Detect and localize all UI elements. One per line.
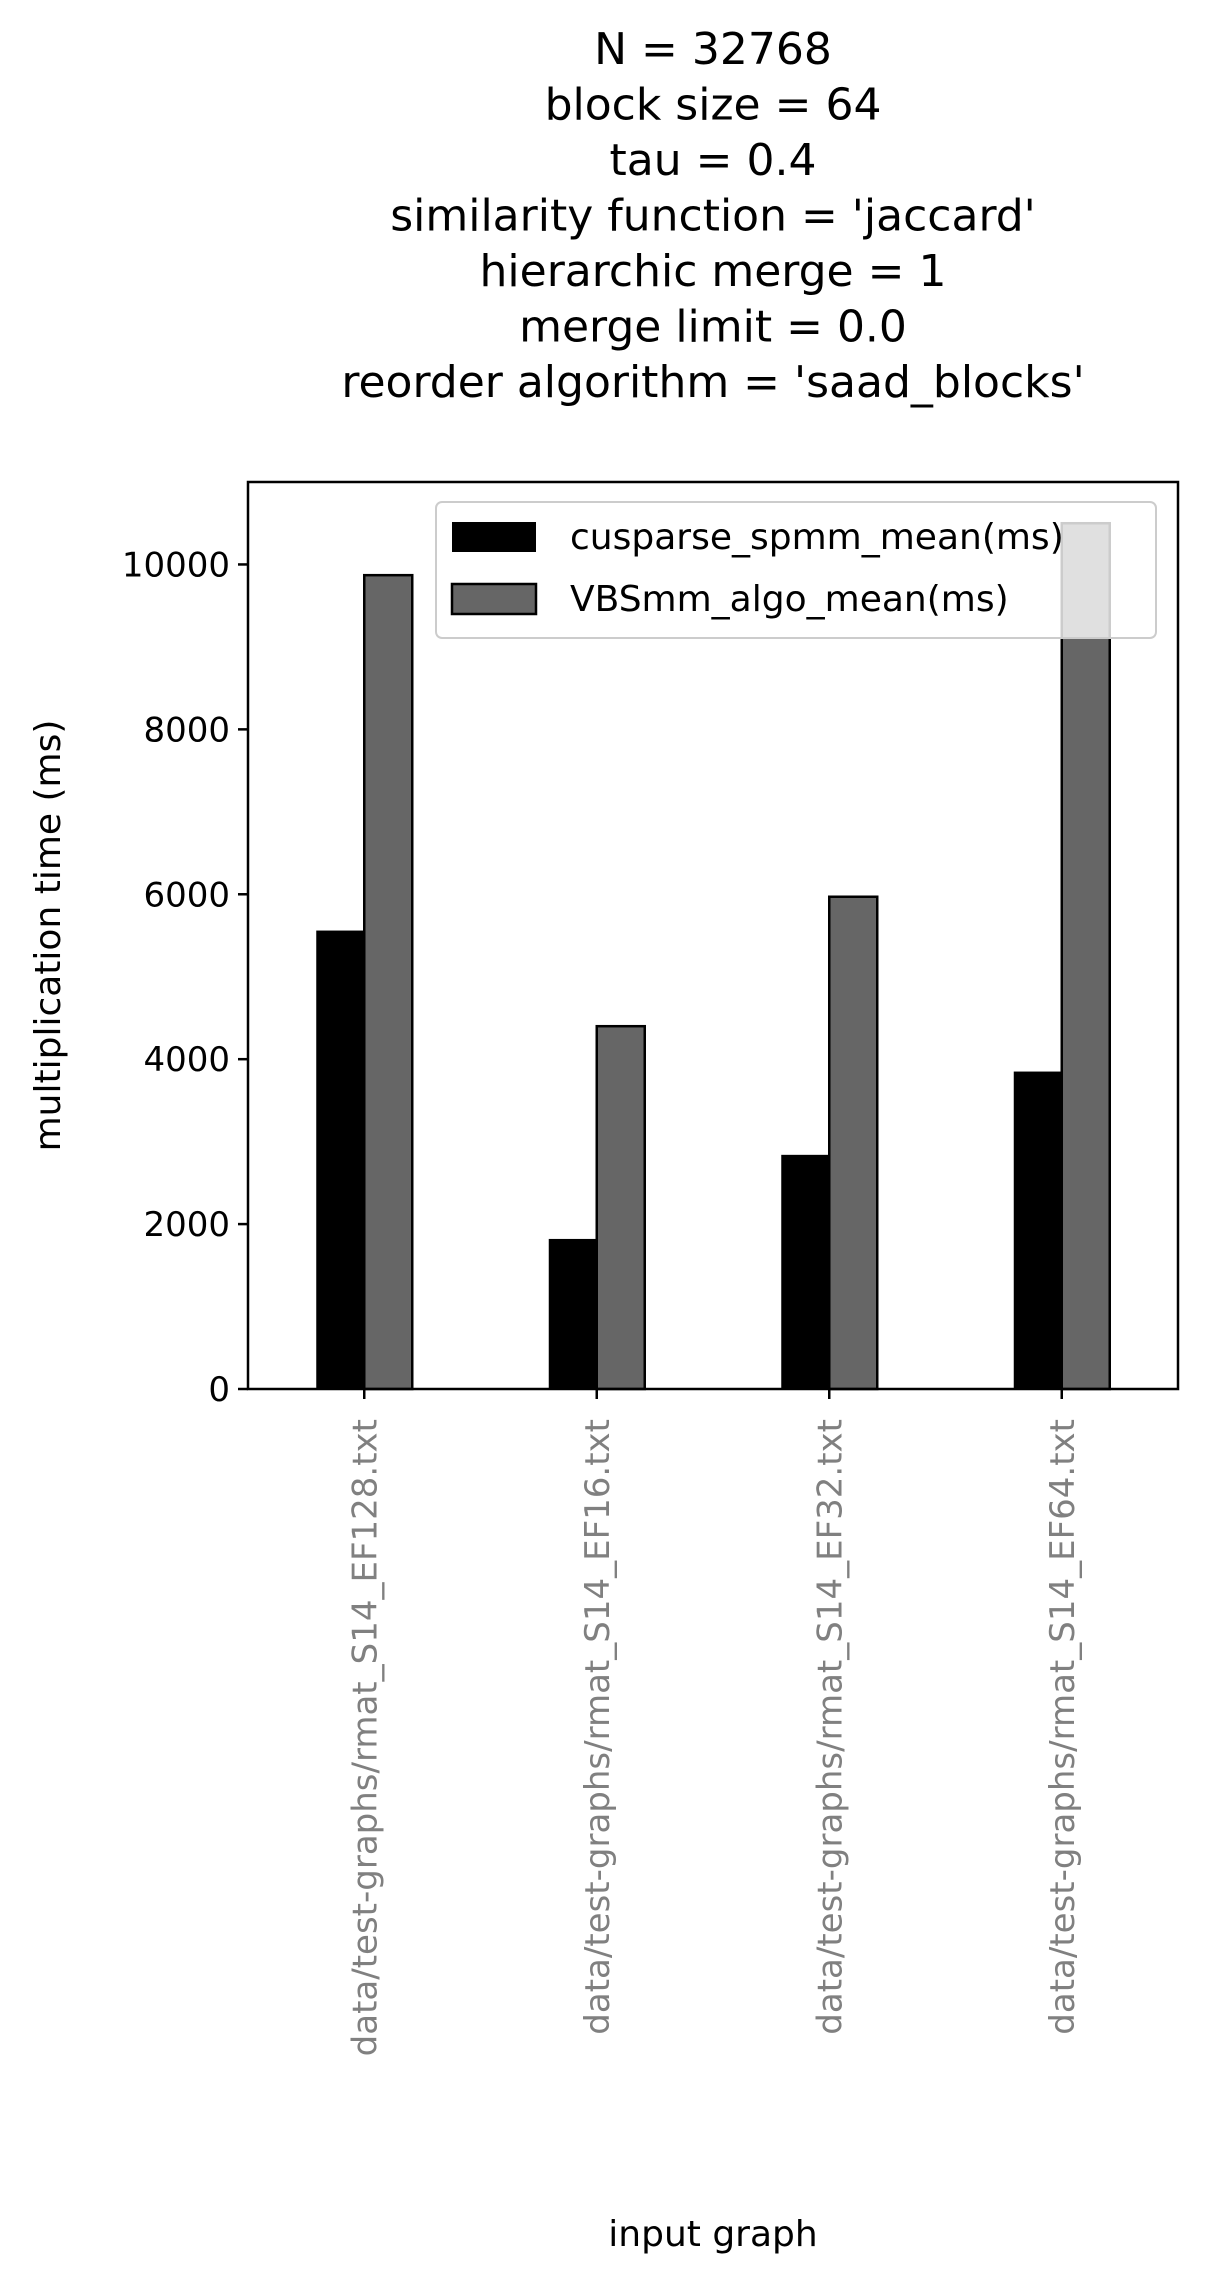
- x-category-label: data/test-graphs/rmat_S14_EF64.txt: [1043, 1419, 1083, 2035]
- y-axis-label: multiplication time (ms): [28, 720, 69, 1152]
- bar-cusparse-0: [316, 930, 365, 1389]
- legend-swatch: [450, 582, 538, 616]
- x-category-label: data/test-graphs/rmat_S14_EF16.txt: [578, 1419, 618, 2035]
- plot-area-frame: [246, 480, 1180, 1391]
- title-line: hierarchic merge = 1: [480, 246, 947, 297]
- bar-vbsmm-3: [1060, 521, 1111, 1391]
- y-tick-label: 2000: [143, 1205, 230, 1245]
- y-tick-label: 0: [208, 1370, 230, 1410]
- title-line: similarity function = 'jaccard': [390, 191, 1036, 242]
- x-category-label: data/test-graphs/rmat_S14_EF128.txt: [345, 1419, 385, 2056]
- title-line: merge limit = 0.0: [519, 302, 907, 353]
- y-tick-label: 8000: [143, 710, 230, 750]
- bar-cusparse-1: [548, 1238, 597, 1389]
- y-tick-label: 10000: [122, 545, 230, 585]
- bar-cusparse-3: [1013, 1071, 1062, 1389]
- legend-label: VBSmm_algo_mean(ms): [570, 579, 1009, 620]
- bar-vbsmm-2: [828, 895, 879, 1391]
- y-tick-label: 6000: [143, 875, 230, 915]
- bars: [316, 521, 1111, 1391]
- bar-cusparse-2: [781, 1154, 830, 1389]
- title-line: tau = 0.4: [610, 135, 817, 186]
- legend-swatch: [452, 522, 536, 552]
- y-tick-label: 4000: [143, 1040, 230, 1080]
- title-line: N = 32768: [594, 24, 832, 75]
- x-axis-label: input graph: [608, 2214, 817, 2255]
- bar-vbsmm-1: [595, 1024, 646, 1391]
- y-axis: 0 2000 4000 6000 8000 10000: [122, 545, 248, 1410]
- legend-box: [435, 501, 1157, 639]
- title-line: block size = 64: [545, 80, 882, 131]
- x-category-label: data/test-graphs/rmat_S14_EF32.txt: [810, 1419, 850, 2035]
- x-axis: data/test-graphs/rmat_S14_EF128.txt data/…: [345, 1389, 1083, 2056]
- title-line: reorder algorithm = 'saad_blocks': [341, 357, 1084, 408]
- legend: cusparse_spmm_mean(ms) VBSmm_algo_mean(ms…: [435, 501, 1157, 639]
- bar-vbsmm-0: [363, 573, 414, 1391]
- legend-label: cusparse_spmm_mean(ms): [570, 517, 1064, 558]
